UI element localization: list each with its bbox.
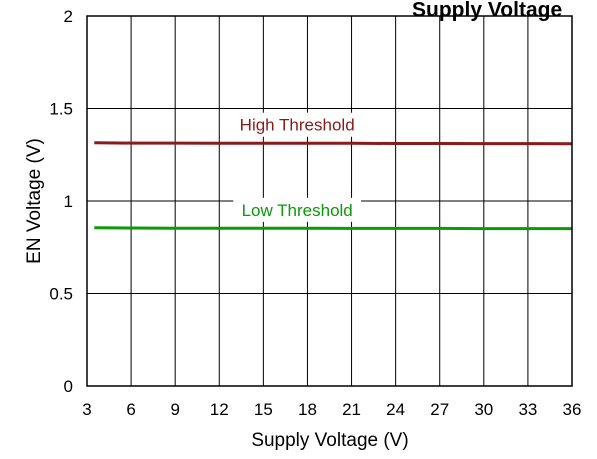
x-tick-label: 36 [563,400,582,419]
high-threshold-label: High Threshold [240,116,355,135]
y-axis-label: EN Voltage (V) [24,138,45,264]
x-tick-label: 9 [170,400,179,419]
x-axis-label: Supply Voltage (V) [251,430,408,451]
y-tick-label: 0 [64,377,73,396]
x-tick-label: 33 [518,400,537,419]
low-threshold-label: Low Threshold [242,201,353,220]
y-tick-label: 2 [64,7,73,26]
x-tick-label: 6 [126,400,135,419]
x-tick-label: 24 [386,400,405,419]
low-threshold-label-bg [233,197,362,222]
series-lines [94,141,573,231]
y-tick-label: 1.5 [49,100,73,119]
high-threshold-label-bg [228,112,366,137]
x-tick-label: 18 [298,400,317,419]
y-tick-label: 0.5 [49,285,73,304]
plot-frame [86,15,573,387]
high-threshold-line [94,141,573,146]
x-tick-label: 12 [210,400,229,419]
x-tick-label: 27 [430,400,449,419]
y-tick-label: 1 [64,192,73,211]
x-tick-label: 21 [342,400,361,419]
chart-title: Supply Voltage [412,0,562,21]
low-threshold-line [94,226,572,231]
x-tick-label: 3 [82,400,91,419]
x-tick-label: 15 [254,400,273,419]
series-labels: High Threshold Low Threshold [228,112,366,222]
x-tick-label: 30 [474,400,493,419]
